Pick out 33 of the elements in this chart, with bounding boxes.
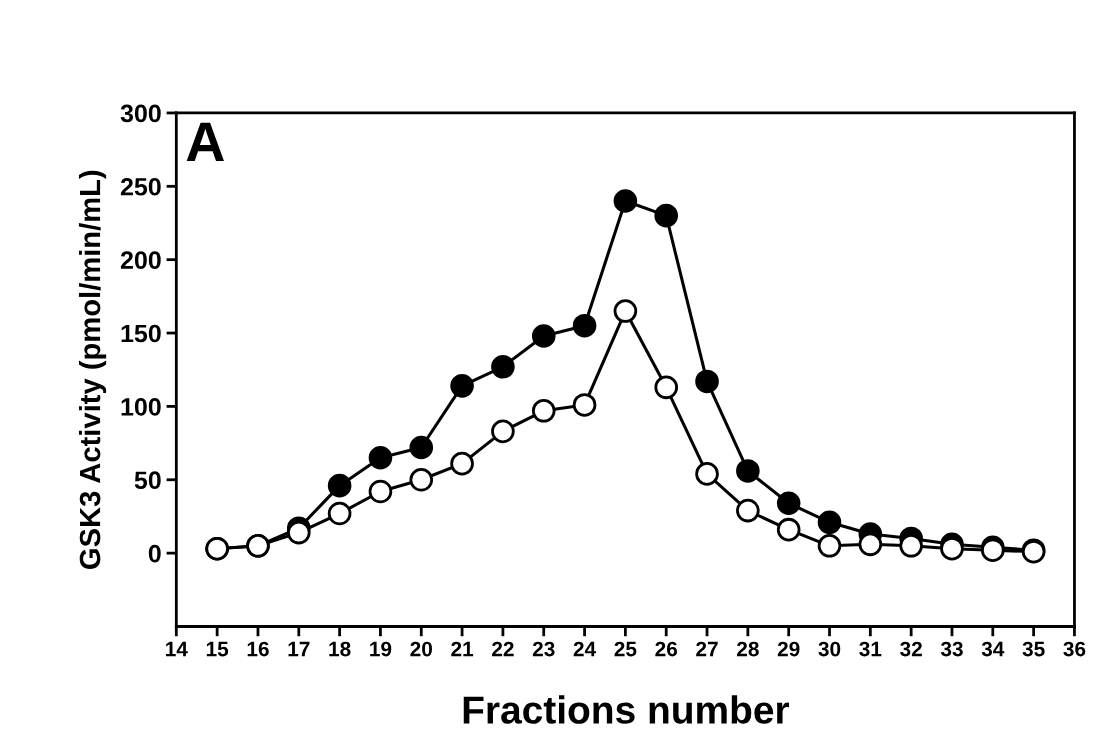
x-tick-label: 34: [981, 641, 1005, 657]
y-tick-label: 50: [134, 471, 161, 490]
y-tick-label: 100: [121, 398, 161, 416]
x-tick-label: 20: [410, 641, 432, 657]
x-tick-label: 15: [206, 641, 229, 657]
x-tick-label: 36: [1063, 641, 1086, 657]
x-tick-label: 33: [940, 641, 963, 657]
x-tick-label: 24: [573, 641, 597, 657]
x-tick-label: 32: [900, 641, 922, 657]
y-tick-label: 250: [120, 177, 161, 196]
x-tick-label: 18: [329, 641, 351, 657]
x-axis-title: Fractions number: [463, 695, 790, 724]
x-tick-label: 35: [1022, 641, 1045, 657]
x-tick-label: 28: [736, 641, 759, 657]
x-tick-label: 26: [655, 641, 678, 657]
x-tick-label: 16: [247, 641, 269, 657]
y-tick-label: 200: [120, 251, 161, 269]
y-axis-title: GSK3 Activity (pmol/min/mL): [78, 170, 107, 569]
x-tick-label: 21: [451, 641, 474, 657]
y-tick-label: 150: [121, 324, 161, 343]
x-tick-label: 19: [370, 641, 392, 657]
x-tick-label: 27: [696, 641, 718, 657]
x-tick-label: 22: [492, 641, 514, 657]
x-tick-label: 29: [777, 641, 800, 657]
x-tick-label: 14: [166, 641, 188, 657]
annotation: A: [186, 122, 224, 161]
x-tick-label: 17: [288, 641, 310, 657]
x-tick-label: 31: [859, 641, 882, 657]
y-tick-label: 0: [148, 544, 161, 563]
x-tick-label: 25: [614, 641, 637, 657]
y-tick-label: 300: [120, 104, 161, 123]
x-tick-label: 30: [818, 641, 841, 657]
x-tick-label: 23: [532, 641, 555, 657]
